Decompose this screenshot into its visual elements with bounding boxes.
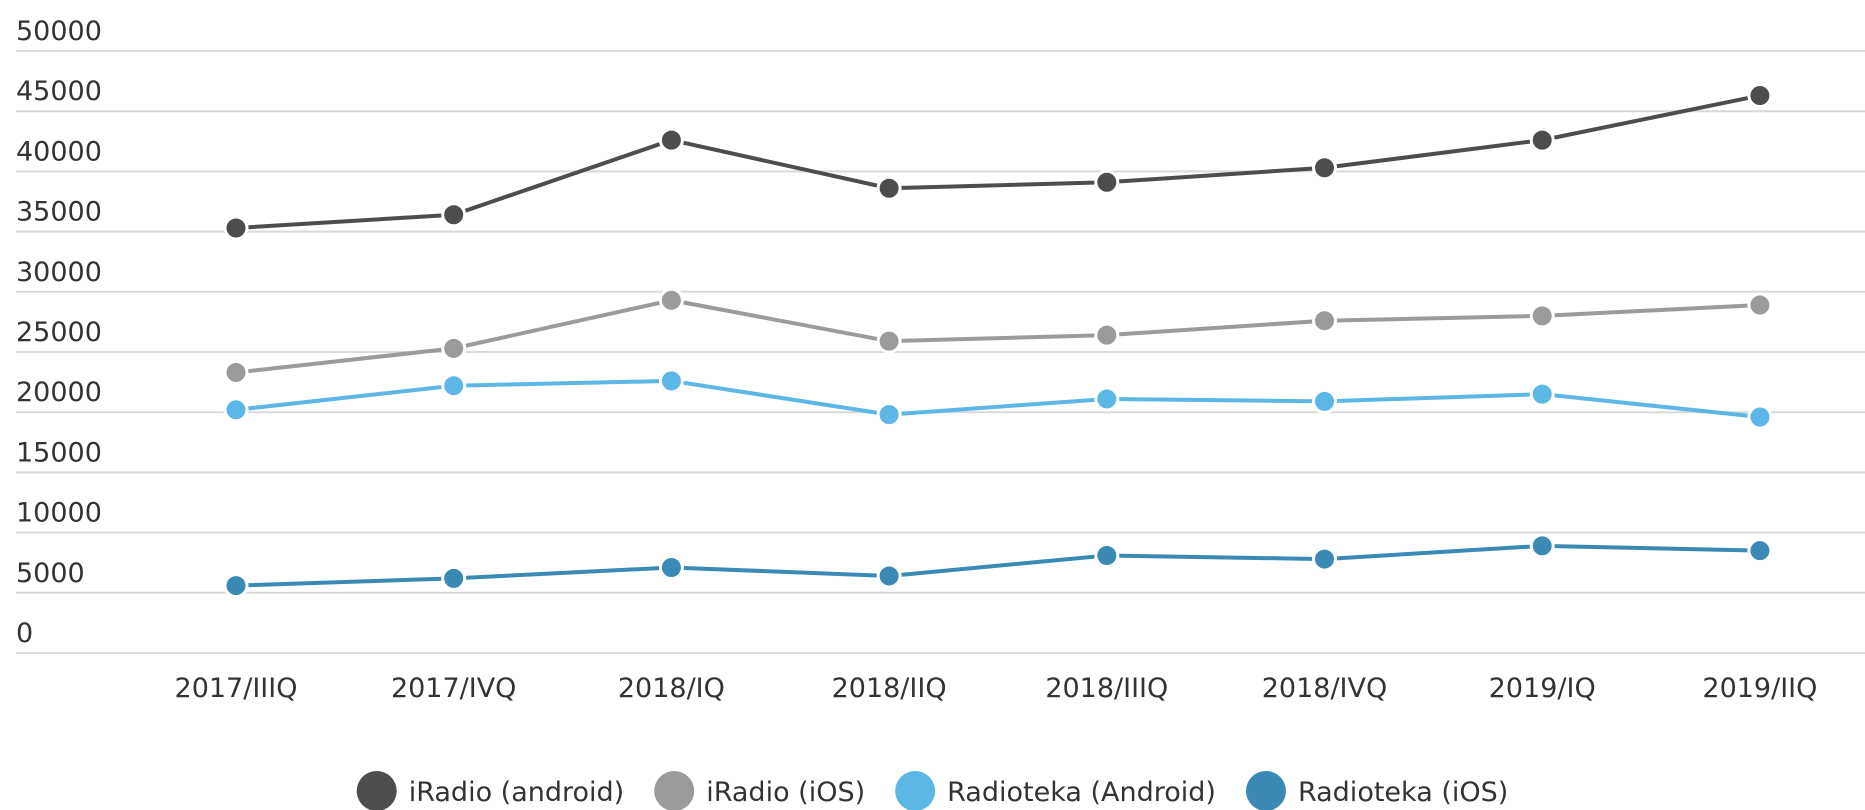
legend-label: Radioteka (Android): [947, 777, 1216, 808]
data-point: [1094, 386, 1120, 412]
data-point: [1529, 303, 1555, 329]
series-line: [235, 543, 1760, 588]
data-point: [441, 202, 467, 228]
y-tick-label: 50000: [16, 16, 102, 47]
legend-label: iRadio (iOS): [706, 777, 865, 808]
data-point: [1094, 169, 1120, 195]
y-tick-label: 25000: [16, 317, 102, 348]
data-point: [223, 573, 249, 599]
data-point: [223, 215, 249, 241]
series-line: [235, 378, 1761, 420]
data-point: [658, 127, 684, 153]
legend: iRadio (android) iRadio (iOS) Radioteka (A…: [356, 771, 1508, 810]
data-point: [1747, 404, 1773, 430]
x-tick-label: 2019/IIQ: [1702, 673, 1817, 704]
data-point: [441, 565, 467, 591]
data-point: [1312, 308, 1337, 334]
data-point: [1747, 83, 1773, 109]
data-point: [1529, 381, 1555, 407]
data-point: [876, 328, 902, 354]
x-tick-label: 2018/IVQ: [1262, 673, 1388, 704]
x-tick-label: 2017/IVQ: [391, 673, 517, 704]
data-point: [1312, 388, 1337, 414]
x-tick-label: 2017/IIIQ: [175, 673, 298, 704]
data-point: [1094, 542, 1120, 568]
data-point: [223, 397, 249, 423]
data-point: [1529, 533, 1555, 559]
data-point: [876, 402, 902, 428]
y-tick-label: 10000: [16, 498, 102, 529]
legend-marker: [356, 771, 397, 810]
legend-label: iRadio (android): [409, 777, 625, 808]
series-line: [235, 298, 1760, 375]
y-tick-label: 20000: [16, 377, 102, 408]
legend-label: Radioteka (iOS): [1298, 777, 1508, 808]
legend-marker: [1245, 771, 1286, 810]
y-tick-label: 45000: [16, 76, 102, 107]
x-tick-label: 2018/IIQ: [832, 673, 947, 704]
y-tick-label: 5000: [16, 558, 85, 589]
y-tick-label: 0: [16, 618, 33, 649]
x-tick-label: 2018/IQ: [618, 673, 725, 704]
series-line: [235, 93, 1761, 230]
y-tick-label: 15000: [16, 437, 102, 468]
data-point: [441, 373, 467, 399]
data-point: [1312, 546, 1337, 572]
data-point: [1747, 538, 1773, 564]
data-point: [658, 287, 684, 313]
legend-marker: [895, 771, 936, 810]
data-point: [223, 359, 249, 385]
data-point: [876, 563, 902, 589]
y-tick-label: 40000: [16, 136, 102, 167]
x-tick-label: 2019/IQ: [1489, 673, 1596, 704]
data-point: [658, 555, 684, 581]
data-point: [1094, 322, 1120, 348]
data-point: [1312, 155, 1337, 181]
data-point: [876, 175, 902, 201]
data-point: [441, 335, 467, 361]
legend-marker: [654, 771, 695, 810]
x-tick-label: 2018/IIIQ: [1045, 673, 1168, 704]
data-point: [658, 368, 684, 394]
y-tick-label: 35000: [16, 197, 102, 228]
data-point: [1529, 127, 1555, 153]
data-point: [1747, 292, 1773, 318]
y-tick-label: 30000: [16, 257, 102, 288]
